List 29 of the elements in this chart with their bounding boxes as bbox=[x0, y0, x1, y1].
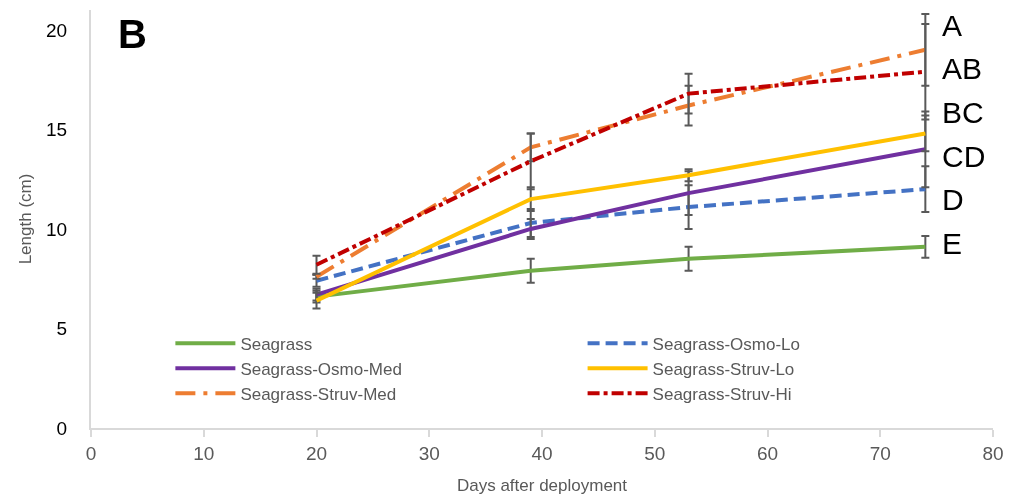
y-tick-label: 5 bbox=[56, 318, 68, 340]
annotation: AB bbox=[942, 52, 983, 85]
legend-label: Seagrass-Struv-Lo bbox=[652, 359, 795, 379]
x-tick-label: 80 bbox=[982, 442, 1004, 464]
y-tick-label: 20 bbox=[46, 19, 68, 41]
y-axis-title: Length (cm) bbox=[16, 173, 36, 265]
y-tick-label: 15 bbox=[46, 119, 68, 141]
x-tick-label: 40 bbox=[531, 442, 553, 464]
legend-label: Seagrass-Struv-Hi bbox=[652, 384, 792, 404]
legend-label: Seagrass bbox=[240, 334, 313, 354]
annotation: B bbox=[118, 12, 147, 56]
x-tick-label: 70 bbox=[869, 442, 891, 464]
legend-label: Seagrass-Osmo-Med bbox=[240, 359, 402, 379]
annotation: BC bbox=[942, 96, 984, 129]
x-tick-label: 10 bbox=[193, 442, 215, 464]
x-tick-label: 30 bbox=[418, 442, 440, 464]
y-tick-label: 0 bbox=[56, 417, 68, 439]
annotation: CD bbox=[942, 140, 986, 173]
x-tick-label: 0 bbox=[85, 442, 97, 464]
x-tick-label: 60 bbox=[756, 442, 779, 464]
x-tick-label: 50 bbox=[644, 442, 666, 464]
x-tick-label: 20 bbox=[305, 442, 328, 464]
x-axis-title: Days after deployment bbox=[456, 475, 628, 495]
legend-label: Seagrass-Struv-Med bbox=[240, 384, 397, 404]
legend-label: Seagrass-Osmo-Lo bbox=[652, 334, 800, 354]
y-tick-label: 10 bbox=[46, 218, 68, 240]
annotation: E bbox=[942, 227, 963, 260]
annotation: A bbox=[942, 9, 963, 42]
annotation: D bbox=[942, 183, 964, 216]
